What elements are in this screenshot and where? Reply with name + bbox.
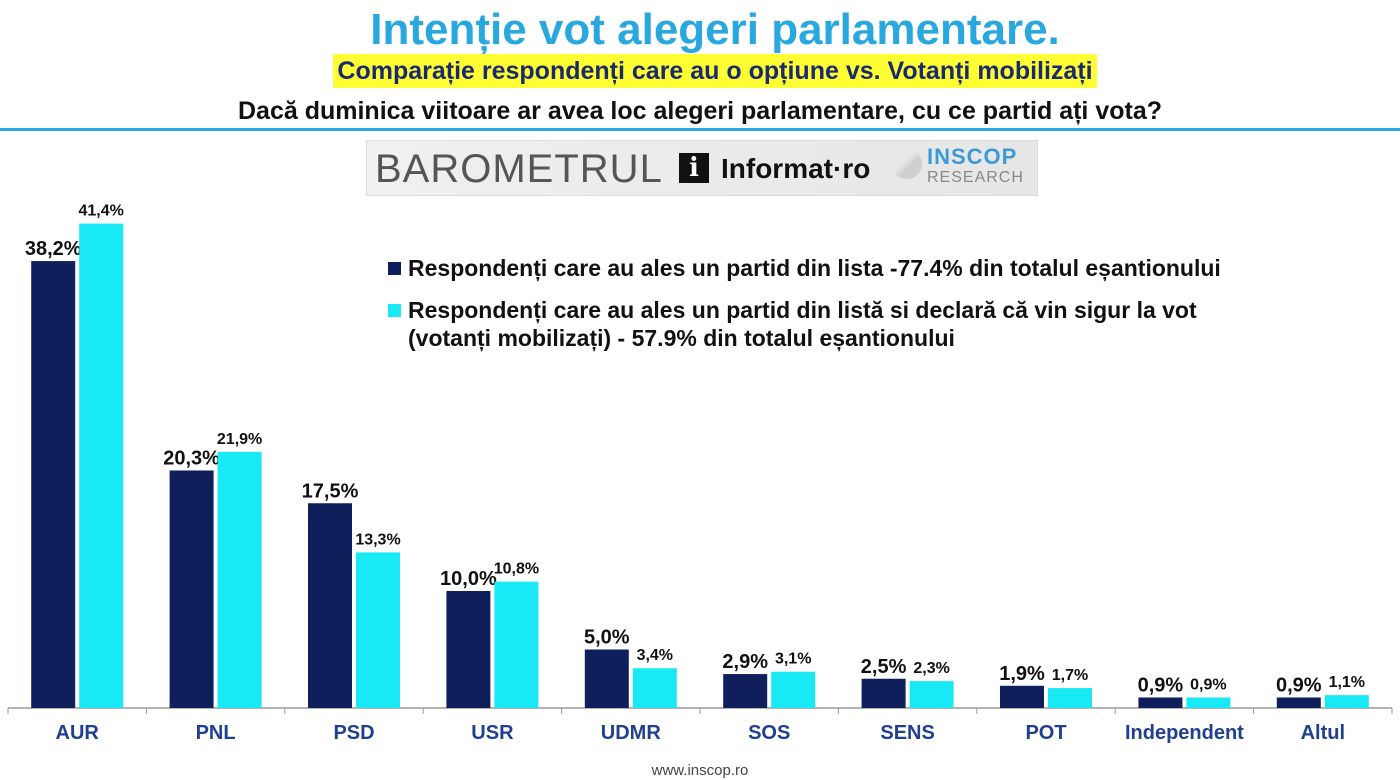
data-label-psd-series-1: 17,5% (302, 480, 359, 502)
data-label-usr-series-1: 10,0% (440, 568, 497, 590)
x-tick-label-pot: POT (1025, 722, 1066, 744)
bar-independent-series-1 (1138, 697, 1183, 708)
chart-title: Intenție vot alegeri parlamentare. (370, 5, 1060, 54)
data-label-aur-series-2: 41,4% (79, 203, 124, 220)
x-tick-label-sens: SENS (880, 722, 934, 744)
inscop-logo-icon (892, 149, 922, 179)
chart-subtitle: Comparație respondenți care au o opțiune… (333, 54, 1097, 88)
x-tick-label-independent: Independent (1125, 722, 1244, 744)
data-label-sos-series-2: 3,1% (775, 651, 811, 668)
legend-label-series-1: Respondenți care au ales un partid din l… (408, 255, 1221, 281)
data-label-udmr-series-2: 3,4% (637, 647, 673, 664)
data-label-psd-series-2: 13,3% (355, 531, 400, 548)
data-label-usr-series-2: 10,8% (494, 561, 539, 578)
legend-item-series-1: Respondenți care au ales un partid din l… (386, 254, 1286, 282)
bar-sens-series-2 (909, 681, 954, 708)
data-label-altul-series-1: 0,9% (1276, 674, 1322, 696)
x-tick-label-udmr: UDMR (601, 722, 662, 744)
bar-sos-series-2 (771, 671, 816, 708)
data-label-sens-series-1: 2,5% (861, 656, 907, 678)
data-label-aur-series-1: 38,2% (25, 238, 82, 260)
legend-swatch-series-1 (388, 262, 401, 275)
legend-label-series-2: Respondenți care au ales un partid din l… (408, 297, 1197, 351)
bar-sens-series-1 (861, 678, 906, 708)
bar-udmr-series-1 (584, 649, 629, 708)
bar-aur-series-2 (79, 223, 124, 708)
bar-independent-series-2 (1186, 697, 1231, 708)
bar-usr-series-2 (494, 581, 539, 708)
bar-altul-series-2 (1324, 695, 1369, 708)
x-tick-label-psd: PSD (333, 722, 374, 744)
data-label-sos-series-1: 2,9% (722, 651, 768, 673)
bar-pot-series-1 (1000, 685, 1044, 708)
survey-question: Dacă duminica viitoare ar avea loc alege… (238, 97, 1162, 125)
bar-pnl-series-2 (217, 451, 262, 708)
data-label-pnl-series-2: 21,9% (217, 431, 262, 448)
informat-logo-icon: i (679, 153, 709, 183)
data-label-independent-series-1: 0,9% (1138, 674, 1184, 696)
chart-legend: Respondenți care au ales un partid din l… (386, 254, 1286, 352)
x-tick-label-altul: Altul (1301, 722, 1345, 744)
x-tick-label-sos: SOS (748, 722, 790, 744)
x-tick-label-usr: USR (471, 722, 514, 744)
barometru-logo-text: BAROMETRUL (375, 147, 663, 191)
x-tick-label-pnl: PNL (196, 722, 236, 744)
data-label-sens-series-2: 2,3% (913, 660, 949, 677)
legend-swatch-series-2 (388, 304, 401, 317)
bar-altul-series-1 (1276, 697, 1321, 708)
research-logo-text: RESEARCH (927, 169, 1024, 186)
header-divider (0, 128, 1400, 131)
bar-pnl-series-1 (169, 470, 214, 708)
bar-usr-series-1 (446, 591, 491, 708)
bar-sos-series-1 (723, 674, 768, 708)
data-label-pot-series-2: 1,7% (1052, 667, 1088, 684)
x-tick-label-aur: AUR (56, 722, 100, 744)
data-label-pot-series-1: 1,9% (999, 663, 1045, 685)
data-label-pnl-series-1: 20,3% (163, 447, 220, 469)
bar-psd-series-1 (308, 503, 352, 708)
inscop-logo-text: INSCOP (927, 144, 1018, 169)
informat-logo-text: Informat·ro (721, 153, 871, 184)
data-label-independent-series-2: 0,9% (1190, 676, 1226, 693)
bar-udmr-series-2 (632, 668, 677, 708)
data-label-udmr-series-1: 5,0% (584, 627, 630, 649)
bar-pot-series-2 (1048, 688, 1092, 708)
sponsor-banner: BAROMETRUL i Informat·ro INSCOP RESEARCH (366, 140, 1038, 196)
subtitle-wrap: Comparație respondenți care au o opțiune… (0, 54, 1400, 88)
data-label-altul-series-2: 1,1% (1329, 674, 1365, 691)
bar-aur-series-1 (31, 261, 76, 708)
footer-url: www.inscop.ro (651, 762, 749, 779)
legend-item-series-2: Respondenți care au ales un partid din l… (386, 296, 1286, 352)
bar-psd-series-2 (356, 552, 400, 708)
